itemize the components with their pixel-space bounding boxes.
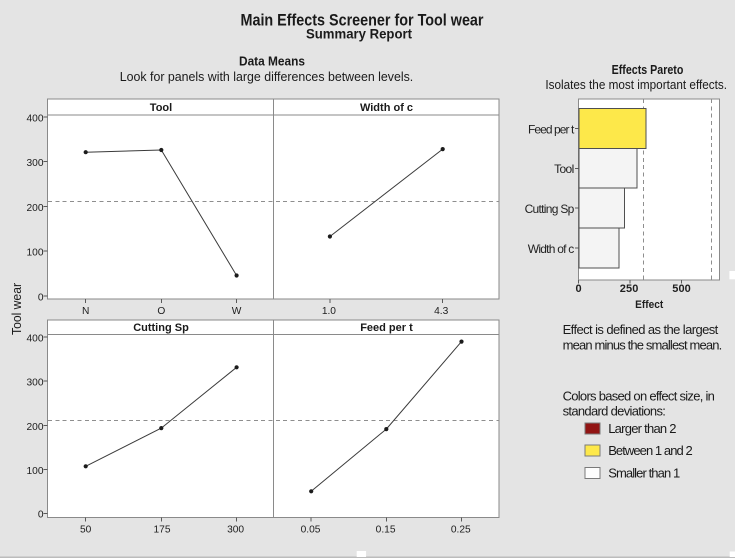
svg-text:Effect is defined as the large: Effect is defined as the largest: [563, 322, 719, 337]
svg-text:0: 0: [38, 293, 44, 304]
svg-text:Tool wear: Tool wear: [9, 282, 24, 335]
svg-text:0: 0: [576, 283, 582, 295]
svg-text:Feed per t: Feed per t: [360, 322, 413, 334]
svg-text:50: 50: [80, 524, 92, 535]
svg-text:300: 300: [227, 524, 244, 535]
svg-text:0.25: 0.25: [451, 524, 471, 535]
svg-text:Cutting Sp: Cutting Sp: [133, 322, 189, 334]
svg-text:0: 0: [38, 510, 44, 521]
svg-text:Effect: Effect: [635, 299, 663, 311]
svg-text:400: 400: [27, 334, 44, 345]
svg-text:Main Effects Screener for Tool: Main Effects Screener for Tool wear: [241, 11, 484, 30]
svg-text:250: 250: [620, 283, 639, 295]
svg-text:100: 100: [27, 466, 44, 477]
svg-text:Colors based on effect size, i: Colors based on effect size, in: [563, 389, 715, 404]
svg-text:Between 1 and 2: Between 1 and 2: [608, 443, 693, 458]
svg-text:Look for panels with large dif: Look for panels with large differences b…: [120, 69, 414, 84]
svg-text:175: 175: [154, 524, 171, 535]
svg-text:0.05: 0.05: [301, 524, 321, 535]
svg-text:Effects Pareto: Effects Pareto: [612, 62, 684, 77]
svg-text:Isolates the most important ef: Isolates the most important effects.: [545, 77, 727, 92]
svg-text:200: 200: [27, 203, 44, 214]
svg-text:1.0: 1.0: [322, 306, 336, 317]
svg-text:N: N: [82, 306, 89, 317]
svg-text:Width of c: Width of c: [528, 242, 575, 256]
svg-text:Tool: Tool: [554, 162, 574, 176]
svg-text:Data Means: Data Means: [239, 54, 305, 69]
svg-text:300: 300: [27, 158, 44, 169]
svg-text:Width of c: Width of c: [360, 102, 413, 114]
svg-text:200: 200: [27, 422, 44, 433]
svg-text:Larger than 2: Larger than 2: [608, 421, 676, 436]
svg-text:500: 500: [672, 283, 691, 295]
svg-text:standard deviations:: standard deviations:: [563, 404, 666, 419]
svg-text:0.15: 0.15: [376, 524, 396, 535]
svg-text:mean minus the smallest mean.: mean minus the smallest mean.: [563, 338, 723, 353]
svg-text:300: 300: [27, 378, 44, 389]
svg-text:Cutting Sp: Cutting Sp: [525, 202, 575, 216]
svg-text:Summary Report: Summary Report: [306, 25, 412, 41]
svg-text:4.3: 4.3: [434, 306, 448, 317]
svg-text:400: 400: [27, 113, 44, 124]
svg-text:Feed per t: Feed per t: [528, 122, 575, 136]
svg-text:O: O: [157, 306, 165, 317]
svg-text:W: W: [232, 306, 242, 317]
svg-text:Tool: Tool: [150, 102, 172, 114]
svg-text:100: 100: [27, 248, 44, 259]
svg-text:Smaller than 1: Smaller than 1: [608, 465, 680, 480]
